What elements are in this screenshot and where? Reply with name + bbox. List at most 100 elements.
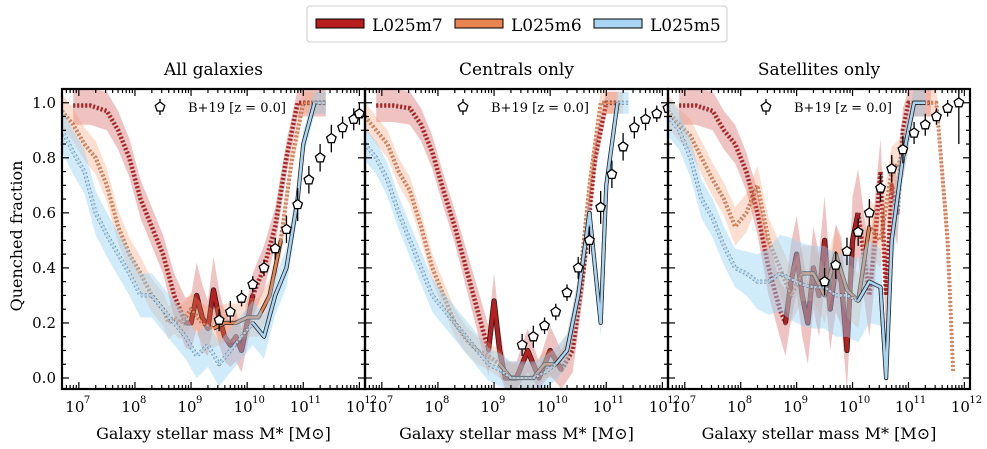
y-tick-label: 1.0 xyxy=(32,94,56,112)
band-l025m5 xyxy=(668,89,926,389)
x-tick-label: 10 xyxy=(424,398,443,416)
x-tick-label: 10 xyxy=(895,398,914,416)
x-tick-label-exp: 8 xyxy=(746,395,752,406)
x-tick-label-exp: 11 xyxy=(913,395,926,406)
panel-title: Centrals only xyxy=(459,60,574,80)
x-axis-label: Galaxy stellar mass M* [M⊙] xyxy=(702,424,937,443)
obs-point xyxy=(606,168,618,180)
legend: L025m7 L025m6 L025m5 xyxy=(306,5,728,43)
legend-swatch-l025m6 xyxy=(454,18,504,29)
x-tick-label-exp: 8 xyxy=(140,395,146,406)
obs-point xyxy=(572,262,584,273)
x-tick-label: 10 xyxy=(346,398,365,416)
x-tick-label: 10 xyxy=(121,398,140,416)
y-tick-label: 0.6 xyxy=(32,204,56,222)
obs-point xyxy=(314,151,326,163)
obs-point xyxy=(550,306,562,317)
x-tick-label-exp: 10 xyxy=(858,395,871,406)
x-tick-label: 10 xyxy=(951,398,970,416)
observations xyxy=(213,102,365,332)
x-ticks xyxy=(671,89,966,389)
x-tick-label: 10 xyxy=(839,398,858,416)
x-tick-label: 10 xyxy=(593,398,612,416)
obs-point xyxy=(942,102,954,113)
obs-point xyxy=(213,314,225,325)
obs-point xyxy=(527,330,539,342)
obs-point xyxy=(595,201,607,213)
panel-title: All galaxies xyxy=(163,60,263,80)
obs-legend-marker xyxy=(457,101,469,112)
x-ticks xyxy=(368,89,663,389)
line-resolved xyxy=(783,212,860,353)
plot-area xyxy=(62,89,365,387)
y-tick-label: 0.2 xyxy=(32,314,56,332)
series-l025m5 xyxy=(668,89,926,389)
axes-frame xyxy=(666,87,972,391)
y-ticks xyxy=(668,102,970,379)
legend-label-l025m6: L025m6 xyxy=(511,16,582,36)
legend-label-l025m7: L025m7 xyxy=(372,16,443,36)
x-tick-label: 10 xyxy=(65,398,84,416)
line-resolved xyxy=(212,240,283,330)
obs-point xyxy=(516,339,528,350)
band-l025m7 xyxy=(679,89,931,389)
x-tick-label: 10 xyxy=(290,398,309,416)
band-l025m5 xyxy=(62,91,326,387)
x-tick-label-exp: 7 xyxy=(690,395,696,406)
line-resolved xyxy=(554,102,619,366)
obs-point xyxy=(269,242,281,254)
obs-point xyxy=(640,113,652,124)
obs-point xyxy=(280,223,292,235)
obs-point xyxy=(224,306,236,317)
line-resolved xyxy=(857,101,926,380)
x-tick-label-exp: 7 xyxy=(387,395,393,406)
x-tick-label-exp: 9 xyxy=(802,395,808,406)
x-tick-label-exp: 11 xyxy=(308,395,321,406)
plot-area xyxy=(668,89,965,389)
y-tick-label: 0.8 xyxy=(32,149,56,167)
series-l025m6 xyxy=(62,91,326,348)
x-tick-label: 10 xyxy=(537,398,556,416)
band-l025m7 xyxy=(376,89,618,389)
obs-point xyxy=(662,102,668,113)
obs-legend-label: B+19 [z = 0.0] xyxy=(794,101,892,116)
obs-point xyxy=(830,259,842,270)
y-tick-label: 0.4 xyxy=(32,259,56,277)
obs-point xyxy=(236,292,248,303)
obs-point xyxy=(325,132,337,144)
band-l025m6 xyxy=(365,91,624,389)
y-ticks xyxy=(62,102,365,379)
obs-point xyxy=(863,207,875,218)
obs-point xyxy=(930,110,942,122)
obs-point xyxy=(247,278,259,290)
obs-point xyxy=(628,121,640,133)
x-tick-label: 10 xyxy=(649,398,668,416)
x-tick-label-exp: 9 xyxy=(196,395,202,406)
y-ticks xyxy=(365,102,668,379)
obs-legend-label: B+19 [z = 0.0] xyxy=(491,101,589,116)
legend-label-l025m5: L025m5 xyxy=(650,16,721,36)
obs-point xyxy=(908,127,920,138)
obs-legend-marker xyxy=(760,101,772,112)
x-tick-label: 10 xyxy=(234,398,253,416)
obs-point xyxy=(561,286,573,298)
series-l025m5 xyxy=(365,91,629,389)
x-tick-label-exp: 7 xyxy=(84,395,90,406)
obs-point xyxy=(875,182,887,193)
obs-point xyxy=(353,108,365,119)
line-resolved xyxy=(251,102,316,339)
series-l025m7 xyxy=(679,89,931,389)
x-tick-label: 10 xyxy=(368,398,387,416)
x-tick-label-exp: 12 xyxy=(364,395,377,406)
obs-point xyxy=(886,162,898,174)
x-tick-label-exp: 10 xyxy=(252,395,265,406)
x-tick-label-exp: 9 xyxy=(499,395,505,406)
obs-point xyxy=(953,97,965,108)
observations xyxy=(516,100,668,356)
x-tick-label-exp: 11 xyxy=(611,395,624,406)
x-tick-label: 10 xyxy=(178,398,197,416)
